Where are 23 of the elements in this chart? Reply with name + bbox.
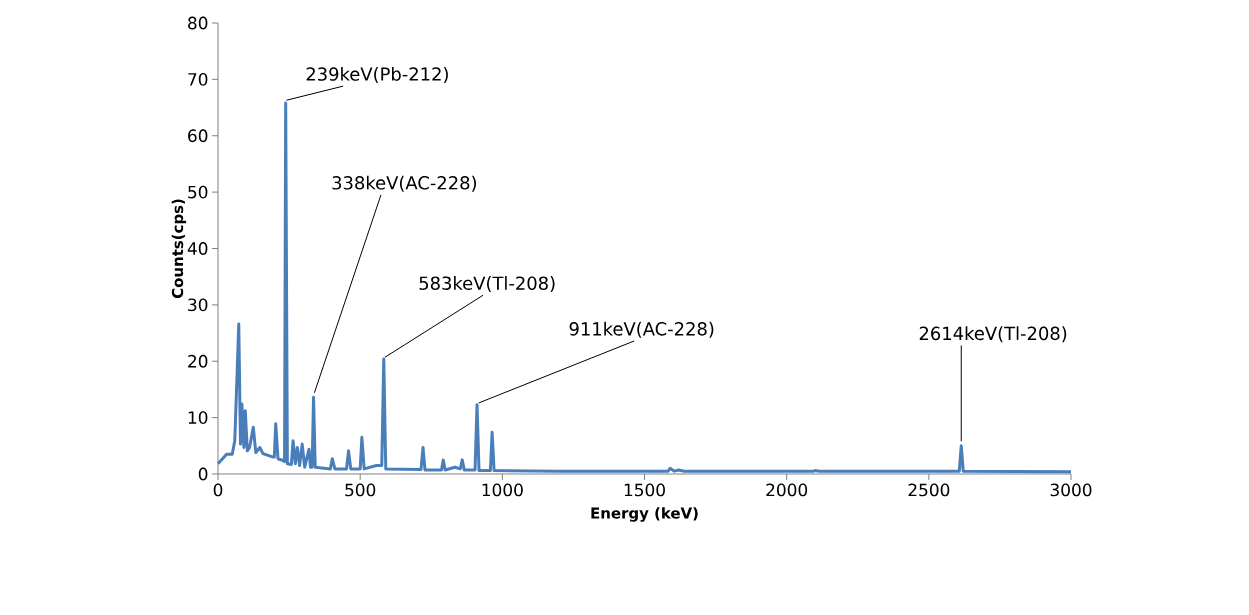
x-tick-label: 1000 (482, 483, 523, 497)
y-tick-label: 80 (188, 16, 208, 30)
y-tick-label: 10 (188, 411, 208, 425)
annotation: 2614keV(Tl-208) (919, 326, 1067, 343)
annotation: 583keV(Tl-208) (419, 276, 555, 293)
y-tick-label: 40 (187, 242, 208, 255)
x-tick-label: 500 (345, 483, 376, 497)
y-tick-label: 70 (188, 72, 208, 86)
x-tick-label: 3000 (1050, 483, 1092, 497)
x-axis-title: Energy (keV) (591, 507, 698, 522)
y-tick-label: 20 (188, 354, 208, 368)
y-tick-label: 60 (188, 129, 208, 143)
y-tick-label: 0 (198, 467, 208, 481)
x-tick-label: 0 (213, 483, 223, 497)
y-axis-title: Counts(cps) (171, 199, 187, 299)
annotation: 239keV(Pb-212) (306, 66, 448, 83)
annotation: 338keV(AC-228) (332, 175, 476, 192)
annotation: 911keV(AC-228) (569, 321, 714, 338)
x-tick-label: 1500 (624, 483, 665, 497)
x-tick-label: 2000 (766, 483, 808, 497)
y-tick-label: 50 (188, 185, 208, 199)
x-tick-label: 2500 (908, 483, 950, 497)
y-tick-label: 30 (188, 298, 208, 312)
